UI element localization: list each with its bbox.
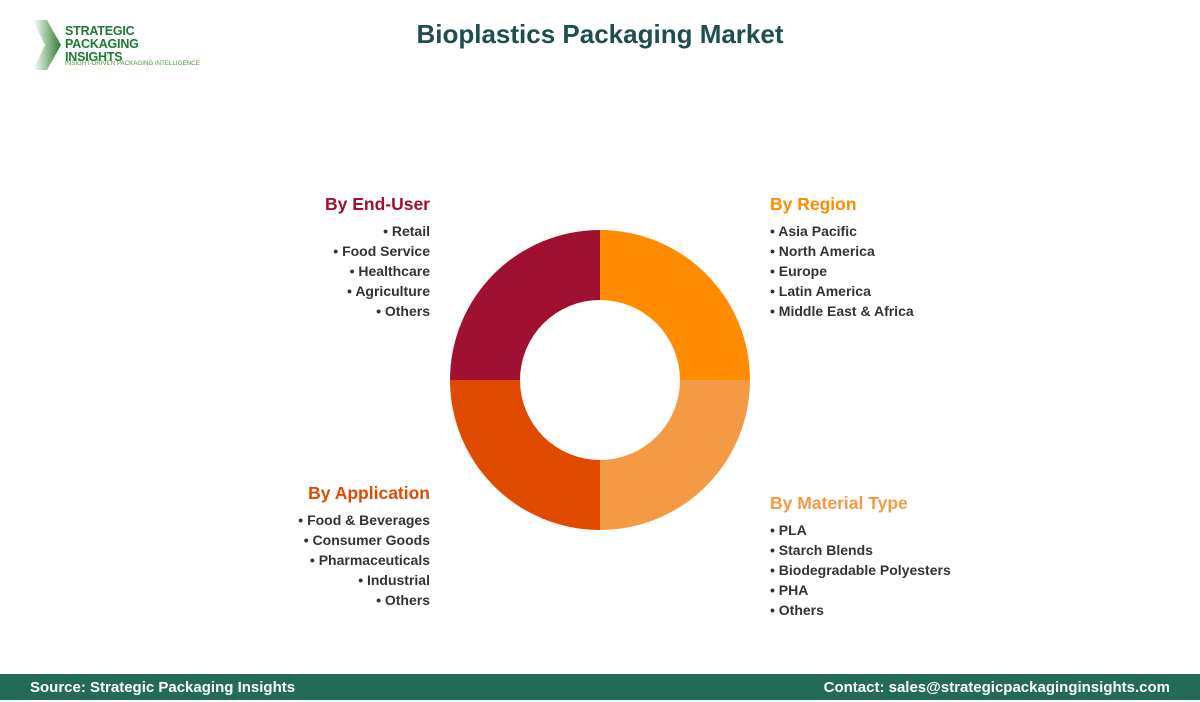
- footer-contact[interactable]: Contact: sales@strategicpackaginginsight…: [823, 679, 1170, 696]
- list-item: • Asia Pacific: [770, 223, 857, 239]
- list-item: • Middle East & Africa: [770, 303, 914, 319]
- list-item: • Biodegradable Polyesters: [770, 562, 951, 578]
- page-title: Bioplastics Packaging Market: [416, 19, 784, 49]
- list-item: • Pharmaceuticals: [309, 552, 430, 568]
- group-region: By Region • Asia Pacific • North America •…: [770, 194, 914, 321]
- group-title: By End-User: [324, 194, 430, 214]
- footer-source: Source: Strategic Packaging Insights: [30, 679, 296, 696]
- list-item: • Others: [770, 602, 824, 618]
- group-application: By Application • Food & Beverages • Consu…: [298, 483, 430, 610]
- segment-material-type: [600, 380, 750, 530]
- list-item: • North America: [770, 243, 875, 259]
- list-item: • Industrial: [358, 572, 430, 588]
- list-item: • Latin America: [770, 283, 871, 299]
- list-item: • Others: [376, 303, 430, 319]
- list-item: • Consumer Goods: [303, 532, 430, 548]
- group-title: By Application: [308, 483, 430, 503]
- list-item: • Europe: [770, 263, 828, 279]
- list-item: • Starch Blends: [770, 542, 873, 558]
- group-end-user: By End-User • Retail • Food Service • Heal…: [325, 194, 430, 321]
- footer: Source: Strategic Packaging Insights Con…: [0, 674, 1200, 700]
- list-item: • Food Service: [333, 243, 430, 259]
- segment-application: [450, 380, 600, 530]
- logo: STRATEGIC PACKAGING INSIGHTS INSIGHT-DRIV…: [33, 20, 200, 70]
- segment-end-user: [450, 230, 600, 380]
- logo-chevron-icon: [33, 20, 61, 70]
- list-item: • PHA: [770, 582, 809, 598]
- logo-text: STRATEGIC PACKAGING INSIGHTS: [65, 24, 139, 64]
- list-item: • Food & Beverages: [298, 512, 430, 528]
- list-item: • Agriculture: [347, 283, 430, 299]
- list-item: • Retail: [383, 223, 430, 239]
- logo-tagline: INSIGHT-DRIVEN PACKAGING INTELLIGENCE: [65, 60, 200, 67]
- list-item: • PLA: [770, 522, 807, 538]
- list-item: • Healthcare: [349, 263, 430, 279]
- group-material-type: By Material Type • PLA • Starch Blends • B…: [770, 493, 951, 620]
- group-title: By Region: [770, 194, 857, 214]
- segment-region: [600, 230, 750, 380]
- group-title: By Material Type: [770, 493, 908, 513]
- list-item: • Others: [376, 592, 430, 608]
